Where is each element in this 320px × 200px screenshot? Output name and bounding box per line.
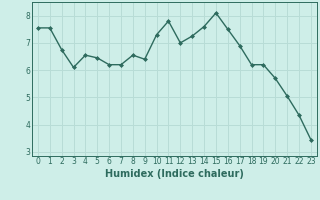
X-axis label: Humidex (Indice chaleur): Humidex (Indice chaleur) [105,169,244,179]
